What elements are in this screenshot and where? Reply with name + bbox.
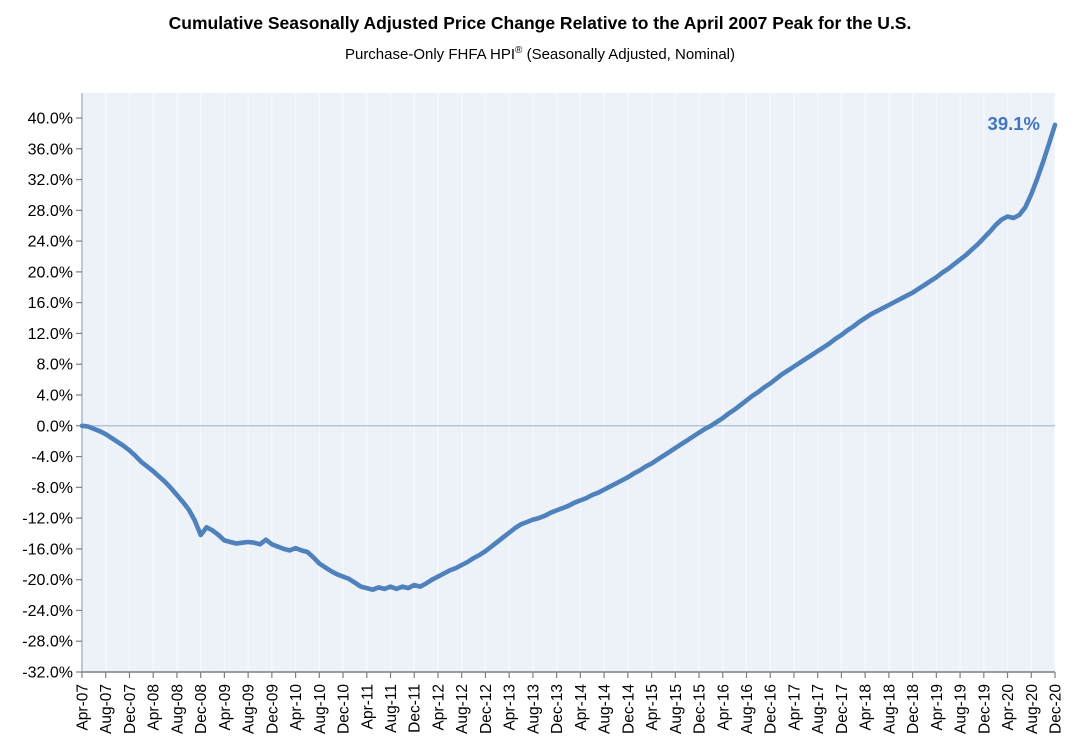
y-axis-label: -20.0% <box>22 572 73 589</box>
x-axis-label: Dec-12 <box>478 684 495 734</box>
x-axis-label: Aug-13 <box>525 684 542 734</box>
x-axis-label: Apr-18 <box>858 684 875 731</box>
y-axis-label: -4.0% <box>31 449 73 466</box>
y-axis-label: -12.0% <box>22 511 73 528</box>
chart-subtitle-suffix: (Seasonally Adjusted, Nominal) <box>522 46 736 63</box>
registered-mark-icon: ® <box>515 45 523 56</box>
x-axis-label: Dec-18 <box>905 684 922 734</box>
y-axis-label: 0.0% <box>37 418 73 435</box>
y-axis-label: -16.0% <box>22 541 73 558</box>
chart-subtitle: Purchase-Only FHFA HPI® (Seasonally Adju… <box>0 45 1080 64</box>
x-axis-label: Dec-16 <box>763 684 780 734</box>
price-line-series <box>79 122 1058 593</box>
x-axis-label: Aug-12 <box>454 684 471 734</box>
x-axis-label: Aug-20 <box>1024 684 1041 734</box>
x-axis-label: Apr-08 <box>146 684 163 731</box>
x-axis-label: Apr-20 <box>1000 684 1017 731</box>
x-axis-label: Dec-08 <box>193 684 210 734</box>
x-axis-label: Dec-10 <box>336 684 353 734</box>
x-axis-label: Aug-09 <box>241 684 258 734</box>
y-axis-label: -28.0% <box>22 634 73 651</box>
y-axis-label: 36.0% <box>28 141 73 158</box>
x-axis-label: Aug-10 <box>312 684 329 734</box>
y-axis-label: 4.0% <box>37 388 73 405</box>
y-axis-label: 20.0% <box>28 264 73 281</box>
y-axis-label: 28.0% <box>28 203 73 220</box>
x-axis-label: Dec-13 <box>549 684 566 734</box>
x-axis-label: Apr-19 <box>929 684 946 731</box>
y-axis-label: 40.0% <box>28 111 73 128</box>
x-axis-label: Dec-17 <box>834 684 851 734</box>
x-axis-label: Dec-15 <box>692 684 709 734</box>
x-axis-label: Apr-16 <box>715 684 732 731</box>
x-axis-label: Aug-11 <box>383 684 400 733</box>
x-axis-label: Dec-20 <box>1048 684 1065 734</box>
chart-subtitle-text: Purchase-Only FHFA HPI <box>344 46 516 63</box>
x-axis-label: Aug-07 <box>98 684 115 734</box>
chart-title: Cumulative Seasonally Adjusted Price Cha… <box>168 13 912 33</box>
x-axis-label: Aug-15 <box>668 684 685 734</box>
x-axis-label: Apr-09 <box>217 684 234 731</box>
x-axis-label: Aug-16 <box>739 684 756 734</box>
x-axis-label: Aug-14 <box>597 684 614 734</box>
x-axis-label: Apr-11 <box>359 684 376 729</box>
y-axis-label: -24.0% <box>22 603 73 620</box>
x-axis-label: Apr-12 <box>430 684 447 731</box>
y-axis-label: 24.0% <box>28 234 73 251</box>
y-axis-label: 12.0% <box>28 326 73 343</box>
y-axis-label: 32.0% <box>28 172 73 189</box>
x-axis-label: Apr-14 <box>573 684 590 731</box>
x-axis-label: Apr-15 <box>644 684 661 731</box>
x-axis-label: Dec-11 <box>407 684 424 733</box>
x-axis-label: Apr-13 <box>502 684 519 731</box>
y-axis-label: 8.0% <box>37 357 73 374</box>
x-axis-label: Apr-10 <box>288 684 305 731</box>
y-axis-label: -32.0% <box>22 665 73 682</box>
x-axis-label: Aug-19 <box>953 684 970 734</box>
plot-area <box>82 93 1055 672</box>
x-axis-label: Dec-14 <box>620 684 637 734</box>
x-axis-label: Apr-17 <box>786 684 803 731</box>
annotation-peak-value: 39.1% <box>988 113 1040 134</box>
x-axis-label: Aug-08 <box>169 684 186 734</box>
x-axis-label: Dec-09 <box>264 684 281 734</box>
x-axis-label: Dec-19 <box>976 684 993 734</box>
x-axis-label: Apr-07 <box>75 684 92 731</box>
x-axis-label: Aug-18 <box>881 684 898 734</box>
x-axis-label: Dec-07 <box>122 684 139 734</box>
x-axis-label: Aug-17 <box>810 684 827 734</box>
y-axis-label: -8.0% <box>31 480 73 497</box>
y-axis-label: 16.0% <box>28 295 73 312</box>
